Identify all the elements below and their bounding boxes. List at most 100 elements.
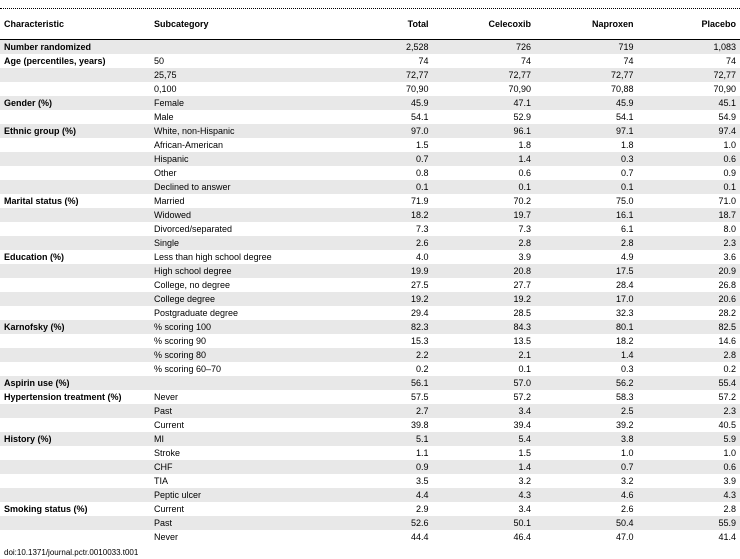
table-row: Smoking status (%)Current2.93.42.62.8 — [0, 502, 740, 516]
cell-value: 70,90 — [433, 82, 536, 96]
cell-value: 45.1 — [638, 96, 740, 110]
cell-subcategory: CHF — [150, 460, 330, 474]
cell-subcategory: MI — [150, 432, 330, 446]
table-row: % scoring 60–700.20.10.30.2 — [0, 362, 740, 376]
cell-value: 0.6 — [638, 460, 740, 474]
cell-value: 20.6 — [638, 292, 740, 306]
cell-subcategory: Less than high school degree — [150, 250, 330, 264]
cell-value: 97.4 — [638, 124, 740, 138]
table-row: Education (%)Less than high school degre… — [0, 250, 740, 264]
cell-value: 47.1 — [433, 96, 536, 110]
table-row: Declined to answer0.10.10.10.1 — [0, 180, 740, 194]
cell-subcategory: % scoring 100 — [150, 320, 330, 334]
cell-value: 57.2 — [433, 390, 536, 404]
col-celecoxib: Celecoxib — [433, 13, 536, 40]
cell-value: 70,90 — [638, 82, 740, 96]
cell-value: 82.5 — [638, 320, 740, 334]
cell-value: 50.1 — [433, 516, 536, 530]
cell-value: 0.8 — [330, 166, 433, 180]
cell-characteristic: Education (%) — [0, 250, 150, 264]
doi-label: doi:10.1371/journal.pctr.0010033.t001 — [0, 544, 740, 557]
cell-value: 32.3 — [535, 306, 638, 320]
cell-subcategory: Postgraduate degree — [150, 306, 330, 320]
cell-value: 82.3 — [330, 320, 433, 334]
cell-value: 0.1 — [535, 180, 638, 194]
cell-value: 75.0 — [535, 194, 638, 208]
cell-value: 1.0 — [638, 446, 740, 460]
col-total: Total — [330, 13, 433, 40]
cell-value: 28.4 — [535, 278, 638, 292]
cell-subcategory: Male — [150, 110, 330, 124]
cell-value: 47.0 — [535, 530, 638, 544]
cell-value: 18.2 — [330, 208, 433, 222]
cell-value: 46.4 — [433, 530, 536, 544]
cell-value: 70,88 — [535, 82, 638, 96]
cell-value: 54.1 — [535, 110, 638, 124]
table-row: CHF0.91.40.70.6 — [0, 460, 740, 474]
col-naproxen: Naproxen — [535, 13, 638, 40]
cell-value: 0.1 — [330, 180, 433, 194]
cell-subcategory: Never — [150, 530, 330, 544]
cell-characteristic: Marital status (%) — [0, 194, 150, 208]
table-row: Widowed18.219.716.118.7 — [0, 208, 740, 222]
cell-characteristic — [0, 474, 150, 488]
cell-value: 2.5 — [535, 404, 638, 418]
cell-value: 15.3 — [330, 334, 433, 348]
table-row: Divorced/separated7.37.36.18.0 — [0, 222, 740, 236]
cell-value: 0.7 — [330, 152, 433, 166]
cell-subcategory: Never — [150, 390, 330, 404]
cell-characteristic — [0, 334, 150, 348]
cell-value: 28.2 — [638, 306, 740, 320]
cell-value: 55.9 — [638, 516, 740, 530]
table-row: Gender (%)Female45.947.145.945.1 — [0, 96, 740, 110]
cell-value: 2.8 — [638, 502, 740, 516]
cell-value: 50.4 — [535, 516, 638, 530]
cell-value: 3.5 — [330, 474, 433, 488]
cell-value: 5.1 — [330, 432, 433, 446]
cell-subcategory: Married — [150, 194, 330, 208]
cell-subcategory: Female — [150, 96, 330, 110]
cell-value: 54.9 — [638, 110, 740, 124]
table-row: Ethnic group (%)White, non-Hispanic97.09… — [0, 124, 740, 138]
cell-characteristic — [0, 152, 150, 166]
cell-value: 0.7 — [535, 460, 638, 474]
table-row: TIA3.53.23.23.9 — [0, 474, 740, 488]
cell-value: 0.1 — [433, 362, 536, 376]
cell-characteristic — [0, 222, 150, 236]
cell-value: 74 — [433, 54, 536, 68]
characteristics-table: Characteristic Subcategory Total Celecox… — [0, 13, 740, 544]
cell-value: 1.0 — [638, 138, 740, 152]
cell-value: 72,77 — [638, 68, 740, 82]
cell-value: 0.2 — [638, 362, 740, 376]
cell-value: 1.1 — [330, 446, 433, 460]
cell-value: 4.3 — [433, 488, 536, 502]
table-row: Aspirin use (%)56.157.056.255.4 — [0, 376, 740, 390]
table-row: College degree19.219.217.020.6 — [0, 292, 740, 306]
cell-value: 74 — [535, 54, 638, 68]
table-header-row: Characteristic Subcategory Total Celecox… — [0, 13, 740, 40]
table-row: 25,7572,7772,7772,7772,77 — [0, 68, 740, 82]
cell-subcategory: Past — [150, 404, 330, 418]
table-row: Stroke1.11.51.01.0 — [0, 446, 740, 460]
cell-subcategory: Current — [150, 418, 330, 432]
cell-value: 72,77 — [330, 68, 433, 82]
cell-value: 39.8 — [330, 418, 433, 432]
table-row: Past2.73.42.52.3 — [0, 404, 740, 418]
cell-value: 1.4 — [433, 152, 536, 166]
cell-subcategory: Hispanic — [150, 152, 330, 166]
cell-value: 3.2 — [535, 474, 638, 488]
cell-subcategory: College, no degree — [150, 278, 330, 292]
cell-characteristic: History (%) — [0, 432, 150, 446]
cell-value: 16.1 — [535, 208, 638, 222]
cell-value: 58.3 — [535, 390, 638, 404]
cell-value: 0.9 — [638, 166, 740, 180]
cell-characteristic — [0, 138, 150, 152]
cell-value: 19.7 — [433, 208, 536, 222]
cell-value: 18.2 — [535, 334, 638, 348]
table-row: Hispanic0.71.40.30.6 — [0, 152, 740, 166]
cell-value: 27.5 — [330, 278, 433, 292]
cell-value: 3.6 — [638, 250, 740, 264]
cell-value: 71.0 — [638, 194, 740, 208]
cell-characteristic: Age (percentiles, years) — [0, 54, 150, 68]
table-container: Characteristic Subcategory Total Celecox… — [0, 8, 740, 544]
